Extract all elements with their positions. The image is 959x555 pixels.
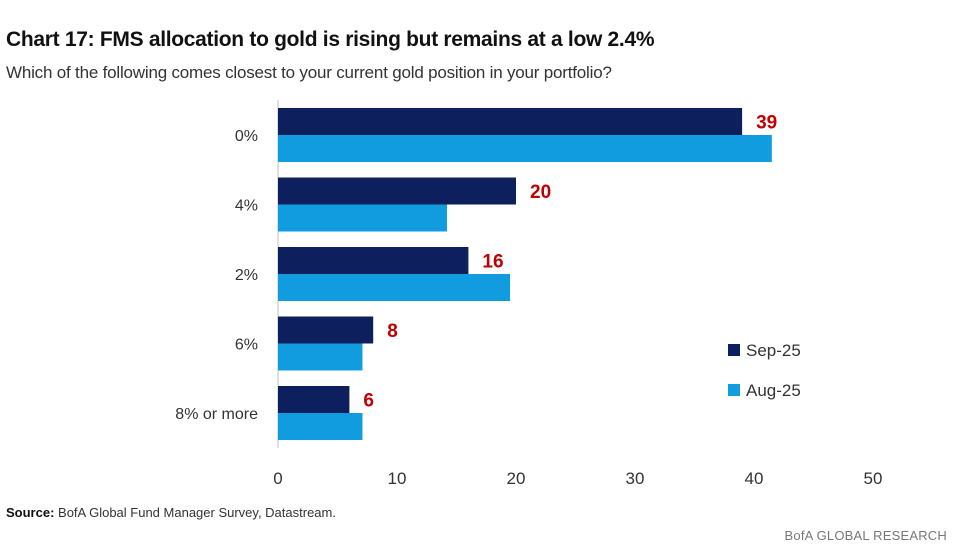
x-tick-label: 0 bbox=[273, 469, 282, 488]
x-tick-label: 40 bbox=[745, 469, 764, 488]
legend-swatch bbox=[728, 384, 740, 396]
category-label: 6% bbox=[235, 337, 258, 354]
category-label: 8% or more bbox=[175, 406, 258, 423]
legend-swatch bbox=[728, 344, 740, 356]
chart-title: Chart 17: FMS allocation to gold is risi… bbox=[6, 28, 655, 51]
x-tick-label: 10 bbox=[388, 469, 407, 488]
data-label: 16 bbox=[482, 252, 503, 273]
category-label: 2% bbox=[235, 267, 258, 284]
source-note: Source: BofA Global Fund Manager Survey,… bbox=[6, 505, 336, 520]
bar-aug-25 bbox=[278, 274, 511, 301]
x-tick-label: 20 bbox=[507, 469, 526, 488]
bar-sep-25 bbox=[278, 386, 350, 413]
chart-subtitle: Which of the following comes closest to … bbox=[6, 63, 612, 82]
bar-aug-25 bbox=[278, 204, 447, 232]
data-label: 39 bbox=[756, 113, 777, 134]
x-tick-label: 50 bbox=[864, 469, 883, 488]
bar-chart: 0% 39 4% 20 2% 16 6% 8 8% or more 6 0 10 20 30 40 50 Sep… bbox=[175, 100, 883, 488]
legend-label: Sep-25 bbox=[746, 341, 801, 360]
bar-aug-25 bbox=[278, 343, 363, 371]
bar-sep-25 bbox=[278, 247, 469, 274]
legend-label: Aug-25 bbox=[746, 381, 801, 400]
data-label: 8 bbox=[387, 321, 398, 342]
bar-aug-25 bbox=[278, 413, 363, 440]
bar-sep-25 bbox=[278, 316, 374, 344]
data-label: 6 bbox=[363, 391, 374, 412]
bar-aug-25 bbox=[278, 135, 772, 162]
brand-footer: BofA GLOBAL RESEARCH bbox=[784, 528, 947, 543]
category-label: 0% bbox=[235, 128, 258, 145]
bar-sep-25 bbox=[278, 108, 743, 135]
source-label: Source: bbox=[6, 505, 55, 520]
data-label: 20 bbox=[530, 182, 551, 203]
x-tick-label: 30 bbox=[626, 469, 645, 488]
bar-sep-25 bbox=[278, 177, 516, 205]
category-label: 4% bbox=[235, 198, 258, 215]
source-text: BofA Global Fund Manager Survey, Datastr… bbox=[54, 505, 336, 520]
